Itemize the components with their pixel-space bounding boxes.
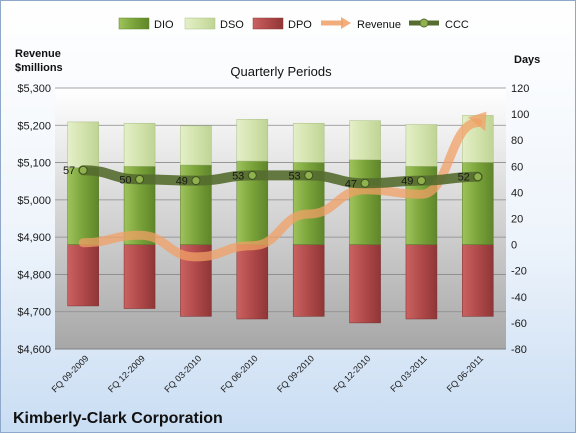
x-axis-ticks: FQ 09-2009 FQ 12-2009 FQ 03-2010 FQ 06-2010… [50, 353, 486, 394]
left-tick-label: $5,300 [17, 83, 51, 95]
bars [67, 115, 494, 324]
x-tick-label: FQ 12-2009 [106, 353, 147, 394]
left-tick-label: $5,000 [17, 195, 51, 207]
bar-dpo [123, 244, 156, 309]
ccc-marker [135, 174, 145, 184]
right-tick-label: -20 [511, 266, 527, 278]
ccc-data-label: 53 [232, 170, 244, 182]
ccc-line: 57 50 49 53 53 47 49 52 [63, 165, 483, 190]
plot-area [55, 88, 506, 349]
legend-label-revenue: Revenue [357, 19, 401, 31]
legend-label-dpo: DPO [288, 19, 312, 31]
right-tick-label: 60 [511, 161, 523, 173]
chart-subtitle: Quarterly Periods [230, 64, 332, 79]
x-tick-label: FQ 03-2011 [388, 353, 429, 394]
right-tick-label: -80 [511, 344, 527, 356]
chart-title: Kimberly-Clark Corporation [13, 410, 223, 427]
ccc-marker [304, 170, 314, 180]
bar-dso [123, 122, 156, 167]
legend-swatch-dio [118, 17, 150, 30]
bar-dso [349, 120, 381, 161]
ccc-marker [416, 176, 426, 186]
legend-swatch-dpo [252, 17, 284, 30]
revenue-line [78, 111, 487, 262]
bar-dso [405, 124, 438, 167]
right-tick-label: 40 [511, 187, 523, 199]
left-tick-label: $4,700 [17, 307, 51, 319]
bar-dio [349, 159, 381, 245]
ccc-data-label: 53 [288, 170, 300, 182]
left-tick-label: $4,800 [17, 269, 51, 281]
x-tick-label: FQ 03-2010 [162, 353, 203, 394]
x-tick-label: FQ 06-2010 [219, 353, 260, 394]
x-tick-label: FQ 12-2010 [331, 353, 372, 394]
bar-dpo [349, 244, 381, 324]
bar-dpo [67, 244, 99, 307]
left-axis-title-line2: $millions [15, 62, 63, 74]
left-tick-label: $5,200 [17, 120, 51, 132]
legend-label-dio: DIO [154, 19, 174, 31]
bar-dpo [236, 244, 269, 320]
bar-dpo [462, 244, 494, 317]
right-tick-label: 100 [511, 109, 529, 121]
legend-swatch-revenue-arrowhead [341, 17, 351, 29]
right-tick-label: 20 [511, 214, 523, 226]
bar-dpo [405, 244, 438, 320]
x-tick-label: FQ 06-2011 [445, 353, 486, 394]
x-tick-label: FQ 09-2009 [50, 353, 91, 394]
ccc-marker [78, 165, 88, 175]
right-tick-label: -40 [511, 292, 527, 304]
right-axis-ticks: -80 -60 -40 -20 0 20 40 60 80 100 120 [511, 83, 529, 356]
right-tick-label: 120 [511, 83, 529, 95]
right-tick-label: 80 [511, 135, 523, 147]
ccc-data-label: 49 [401, 176, 413, 188]
legend-label-dso: DSO [220, 19, 244, 31]
right-tick-label: 0 [511, 240, 517, 252]
x-tick-label: FQ 09-2010 [275, 353, 316, 394]
bar-dso [67, 121, 99, 168]
bar-dpo [292, 244, 325, 317]
bar-dso [236, 119, 269, 162]
ccc-data-label: 57 [63, 165, 75, 177]
left-tick-label: $4,900 [17, 232, 51, 244]
left-axis-title-line1: Revenue [15, 48, 61, 60]
legend: DIO DSO DPO Revenue CCC [118, 17, 469, 31]
left-axis-ticks: $4,600 $4,700 $4,800 $4,900 $5,000 $5,100 $5,2… [17, 83, 51, 356]
bar-dso [180, 125, 212, 166]
ccc-marker [191, 176, 201, 186]
right-axis-title: Days [514, 54, 540, 66]
ccc-data-label: 47 [345, 178, 357, 190]
ccc-marker [360, 178, 370, 188]
ccc-data-label: 52 [458, 172, 470, 184]
revenue-arrowhead [467, 111, 487, 132]
right-tick-label: -60 [511, 318, 527, 330]
revenue-line-path [78, 118, 483, 262]
ccc-data-label: 50 [119, 174, 131, 186]
legend-swatch-dso [184, 17, 216, 30]
ccc-marker [473, 172, 483, 182]
ccc-data-label: 49 [176, 176, 188, 188]
left-tick-label: $5,100 [17, 158, 51, 170]
left-tick-label: $4,600 [17, 344, 51, 356]
bar-dso [292, 122, 325, 163]
bar-dio [67, 167, 99, 245]
ccc-marker [247, 170, 257, 180]
legend-swatch-ccc-marker [419, 18, 429, 28]
legend-label-ccc: CCC [445, 19, 469, 31]
